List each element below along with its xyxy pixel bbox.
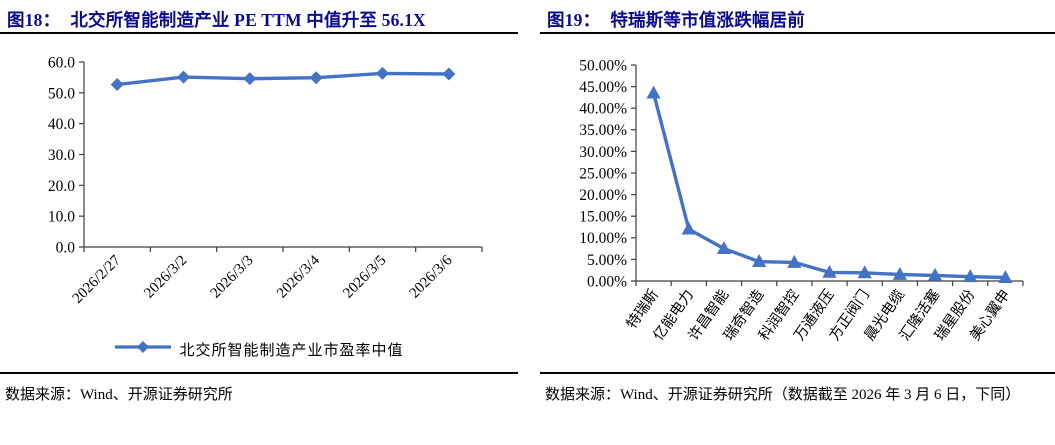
figure-19-source: 数据来源：Wind、开源证券研究所（数据截至 2026 年 3 月 6 日，下同…	[540, 372, 1055, 445]
x-tick-label: 2026/3/6	[407, 252, 456, 301]
x-axis-labels: 2026/2/27 2026/3/2 2026/3/3 2026/3/4 2026/3/…	[70, 252, 456, 307]
y-tick-label: 30.0	[48, 147, 75, 164]
y-tick-label: 35.00%	[579, 122, 627, 139]
legend-label: 北交所智能制造产业市盈率中值	[179, 342, 404, 359]
x-tick-label: 特瑞斯	[623, 287, 662, 332]
data-point-marker	[243, 72, 257, 86]
data-series	[110, 66, 456, 92]
data-point-marker	[309, 71, 323, 85]
data-point-marker	[787, 254, 802, 268]
figure-18-title: 图18： 北交所智能制造产业 PE TTM 中值升至 56.1X	[0, 0, 518, 34]
figure-18-source-text: 数据来源：Wind、开源证券研究所	[5, 387, 233, 403]
y-tick-label: 20.0	[48, 178, 75, 195]
data-point-marker	[857, 265, 872, 279]
data-point-marker	[376, 66, 389, 80]
figure-18-label: 图18：	[7, 10, 61, 30]
y-tick-label: 10.00%	[579, 230, 627, 247]
data-series	[646, 85, 1013, 283]
figure-19-source-text: 数据来源：Wind、开源证券研究所（数据截至 2026 年 3 月 6 日，下同…	[545, 387, 1021, 403]
market-cap-change-line-chart: 0.00% 5.00% 10.00% 15.00% 20.00% 25.00% 30.00%…	[540, 42, 1055, 375]
figure-19-title: 图19： 特瑞斯等市值涨跌幅居前	[540, 0, 1055, 34]
legend-line-diamond-icon	[114, 340, 172, 359]
data-point-marker	[892, 267, 907, 280]
figure-19-title-text: 特瑞斯等市值涨跌幅居前	[610, 10, 806, 30]
y-tick-label: 45.00%	[579, 79, 627, 96]
y-tick-label: 0.00%	[587, 273, 627, 290]
x-axis-ticks	[83, 247, 483, 252]
y-tick-label: 20.00%	[579, 187, 627, 204]
data-point-marker	[110, 78, 124, 92]
data-point-marker	[822, 264, 837, 278]
data-point-marker	[177, 70, 190, 84]
market-cap-change-svg: 0.00% 5.00% 10.00% 15.00% 20.00% 25.00% 30.00%…	[579, 57, 1024, 344]
data-point-marker	[927, 267, 943, 281]
x-tick-label: 2026/3/2	[141, 253, 190, 302]
data-point-marker	[963, 269, 978, 283]
y-tick-label: 5.00%	[587, 252, 627, 269]
y-tick-label: 10.0	[48, 209, 75, 226]
figure-19-panel: 图19： 特瑞斯等市值涨跌幅居前 0.00% 5.00% 10.00% 15.00% 20…	[540, 0, 1055, 445]
data-point-marker	[752, 254, 767, 267]
y-tick-label: 15.00%	[579, 209, 627, 226]
data-point-marker	[646, 85, 661, 99]
axes	[83, 62, 482, 248]
data-point-marker	[716, 241, 732, 254]
y-tick-label: 50.00%	[579, 57, 627, 74]
chart-legend: 北交所智能制造产业市盈率中值	[0, 337, 518, 361]
y-axis-ticks: 0.00% 5.00% 10.00% 15.00% 20.00% 25.00% 30.00%…	[579, 57, 636, 290]
figure-18-source: 数据来源：Wind、开源证券研究所	[0, 372, 518, 445]
x-axis-labels: 特瑞斯亿能电力许昌智能瑞奇智造科润智控万通液压方正阀门晨光电缆汇隆活塞瑞星股份美…	[623, 286, 1014, 344]
y-tick-label: 50.0	[48, 85, 75, 102]
figure-18-title-text: 北交所智能制造产业 PE TTM 中值升至 56.1X	[70, 10, 426, 30]
axes	[635, 65, 1023, 282]
x-tick-label: 2026/3/3	[208, 253, 257, 302]
x-tick-label: 2026/2/27	[70, 252, 125, 307]
figure-19-label: 图19：	[547, 10, 601, 30]
y-tick-label: 0.0	[56, 239, 76, 256]
data-point-marker	[681, 221, 696, 235]
data-point-marker	[442, 67, 456, 81]
y-tick-label: 40.00%	[579, 101, 627, 118]
x-tick-label: 2026/3/5	[340, 253, 389, 302]
data-point-marker	[998, 270, 1013, 283]
y-axis-ticks: 0.0 10.0 20.0 30.0 40.0 50.0 60.0	[48, 54, 84, 256]
x-axis-ticks	[635, 281, 1024, 286]
y-tick-label: 25.00%	[579, 165, 627, 182]
y-tick-label: 30.00%	[579, 144, 627, 161]
pe-ttm-line-chart: 0.0 10.0 20.0 30.0 40.0 50.0 60.0 2026/2/27 2026…	[0, 40, 518, 336]
x-tick-label: 2026/3/4	[274, 252, 323, 301]
y-tick-label: 60.0	[48, 54, 75, 71]
y-tick-label: 40.0	[48, 116, 75, 133]
figure-18-panel: 图18： 北交所智能制造产业 PE TTM 中值升至 56.1X 0.0 10.0 2…	[0, 0, 518, 445]
